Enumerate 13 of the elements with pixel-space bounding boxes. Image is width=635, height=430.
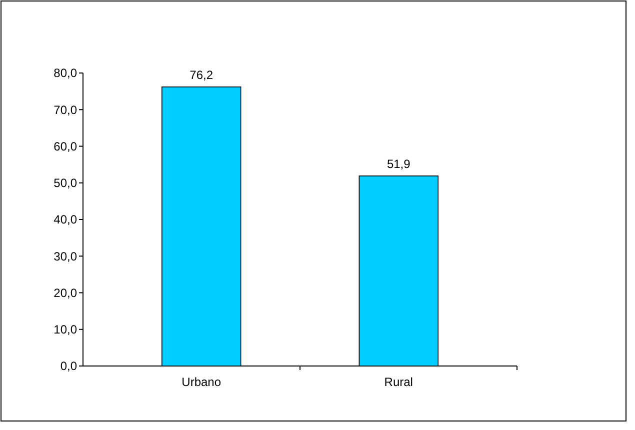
y-tick-label: 70,0 <box>54 102 78 117</box>
x-tick-label: Urbano <box>182 375 222 389</box>
y-tick-label: 40,0 <box>54 212 78 227</box>
y-tick-label: 60,0 <box>54 139 78 154</box>
data-label: 76,2 <box>190 68 214 82</box>
y-tick-label: 30,0 <box>54 249 78 264</box>
y-tick-label: 0,0 <box>60 359 78 374</box>
y-tick-label: 10,0 <box>54 322 78 337</box>
y-tick-label: 80,0 <box>54 66 78 80</box>
x-tick-label: Rural <box>384 375 413 389</box>
y-tick-label: 20,0 <box>54 286 78 300</box>
y-tick-label: 50,0 <box>54 176 78 190</box>
data-label: 51,9 <box>386 156 411 171</box>
